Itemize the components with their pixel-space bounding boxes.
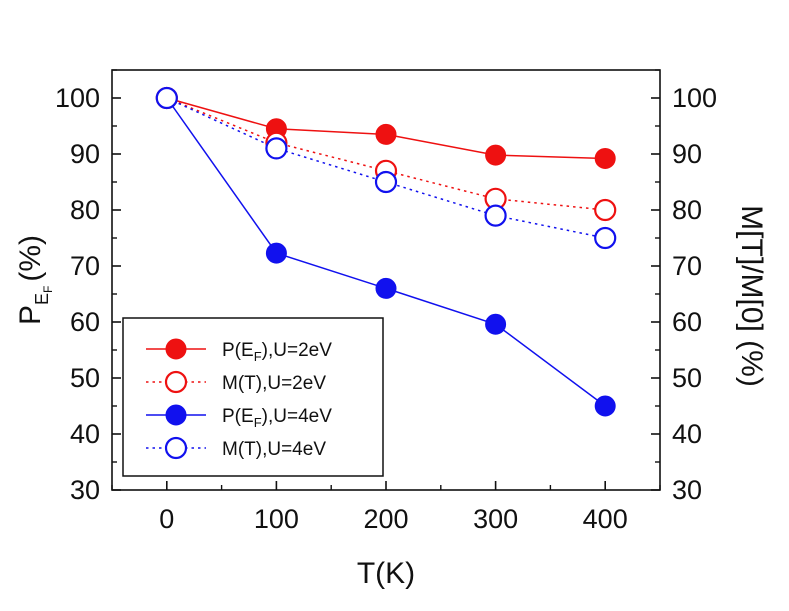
y-tick-label-left: 40 [70, 419, 100, 449]
data-point [485, 144, 507, 166]
data-point [484, 204, 507, 227]
data-point [594, 147, 616, 169]
legend-marker [165, 338, 187, 360]
data-point [485, 313, 507, 335]
y-tick-label-left: 30 [70, 475, 100, 505]
data-point [265, 242, 287, 264]
legend-label: P(EF),U=2eV [222, 340, 332, 364]
y-tick-label-right: 40 [672, 419, 702, 449]
data-point [265, 137, 288, 160]
y-tick-label-right: 80 [672, 195, 702, 225]
y-tick-label-left: 100 [55, 83, 100, 113]
y-tick-label-left: 70 [70, 251, 100, 281]
x-axis-title: T(K) [357, 557, 415, 590]
data-point [155, 86, 178, 110]
y-tick-label-right: 30 [672, 475, 702, 505]
x-tick-label: 200 [363, 504, 408, 534]
x-tick-label: 400 [583, 504, 628, 534]
legend-marker [165, 404, 187, 426]
y-tick-label-right: 100 [672, 83, 717, 113]
data-point [594, 198, 617, 222]
series-2 [155, 86, 617, 222]
x-tick-label: 300 [473, 504, 518, 534]
legend-label: M(T),U=4eV [222, 439, 326, 460]
x-tick-label: 0 [159, 504, 174, 534]
data-point [594, 395, 616, 417]
y-tick-label-right: 90 [672, 139, 702, 169]
y-tick-label-left: 50 [70, 363, 100, 393]
data-point [375, 123, 397, 145]
y-axis-title-left: PEF(%) [14, 235, 55, 325]
legend-marker [164, 436, 188, 460]
y-tick-label-right: 60 [672, 307, 702, 337]
y-tick-label-left: 80 [70, 195, 100, 225]
legend-marker [164, 370, 188, 394]
axes: 0 100 200 300 400 30 30 40 40 50 50 60 60 70 70 80 80 90 9… [55, 69, 717, 534]
series-1 [156, 87, 616, 169]
x-tick-label: 100 [254, 504, 299, 534]
series-4 [155, 86, 617, 250]
legend-label: M(T),U=2eV [222, 373, 326, 394]
series [155, 86, 617, 417]
legend: P(EF),U=2eV M(T),U=2eV P(EF),U=4eV M(T),U=4… [122, 317, 384, 477]
data-point [594, 226, 617, 250]
data-point [375, 277, 397, 299]
legend-label: P(EF),U=4eV [222, 406, 332, 430]
y-tick-label-right: 50 [672, 363, 702, 393]
series-line [166, 97, 606, 211]
y-tick-label-left: 90 [70, 139, 100, 169]
y-tick-label-right: 70 [672, 251, 702, 281]
y-axis-title-right: M[T]/M[0] (%) [735, 205, 768, 387]
y-tick-label-left: 60 [70, 307, 100, 337]
data-point [374, 170, 398, 194]
